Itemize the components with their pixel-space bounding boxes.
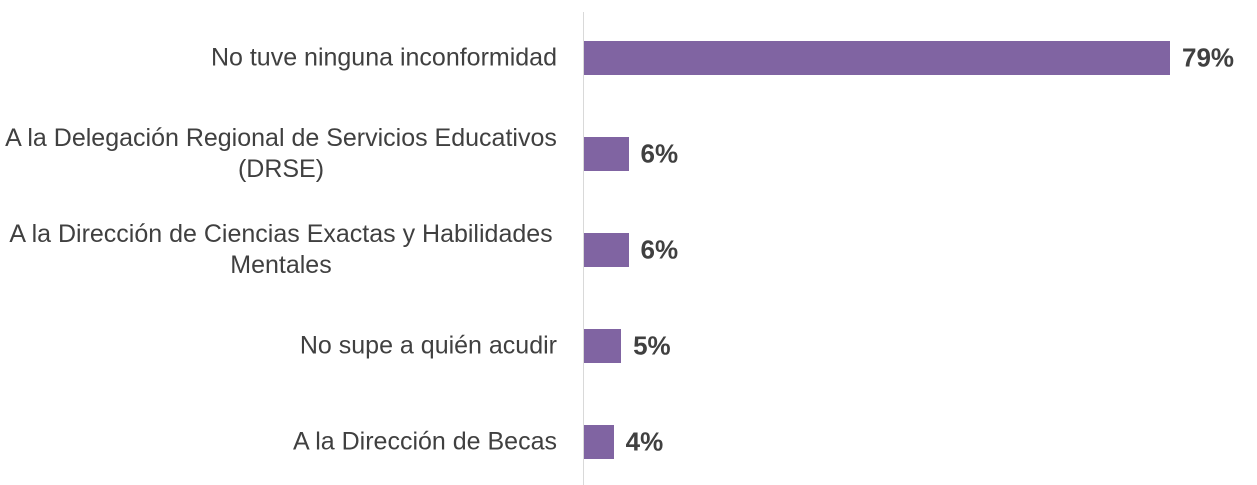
bar xyxy=(584,41,1170,75)
bar xyxy=(584,425,614,459)
value-label: 79% xyxy=(1182,42,1235,73)
category-text: A la Dirección de Becas xyxy=(292,427,557,456)
bar xyxy=(584,137,629,171)
category-text: A la Delegación Regional de Servicios Ed… xyxy=(5,124,557,183)
value-label: 6% xyxy=(640,234,679,265)
category-label: No tuve ninguna inconformidad xyxy=(211,43,557,74)
category-label: No supe a quién acudir xyxy=(300,331,557,362)
axis-line xyxy=(583,12,584,485)
category-text: A la Dirección de Ciencias Exactas y Hab… xyxy=(9,220,553,279)
bar xyxy=(584,329,622,363)
category-text: No tuve ninguna inconformidad xyxy=(210,43,557,72)
bar xyxy=(584,233,629,267)
category-label: A la Delegación Regional de Servicios Ed… xyxy=(5,123,557,185)
value-label: 4% xyxy=(625,426,664,457)
category-label: A la Dirección de Ciencias Exactas y Hab… xyxy=(5,219,557,281)
value-label: 6% xyxy=(640,138,679,169)
category-text: No supe a quién acudir xyxy=(299,331,557,360)
category-label: A la Dirección de Becas xyxy=(293,427,557,458)
value-label: 5% xyxy=(633,330,671,361)
